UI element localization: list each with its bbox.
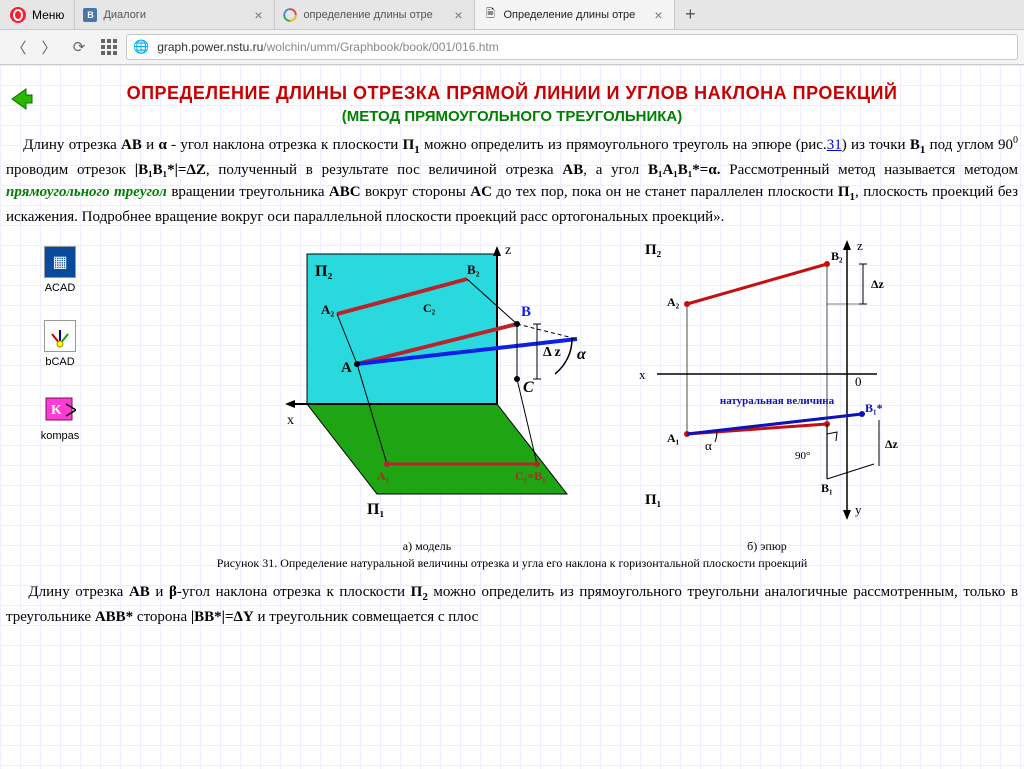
url-host: graph.power.nstu.ru — [157, 40, 263, 54]
svg-text:y: y — [855, 502, 862, 517]
tab-title: определение длины отре — [303, 9, 450, 21]
svg-text:Δz: Δz — [871, 277, 885, 291]
menu-button[interactable]: Меню — [0, 0, 75, 29]
svg-text:0: 0 — [855, 374, 862, 389]
svg-text:α: α — [705, 438, 712, 453]
svg-text:C₂: C₂ — [423, 301, 436, 315]
caption-a: а) модель — [237, 539, 617, 554]
app-links-column: ▦ ACAD bCAD K kompas — [0, 234, 120, 554]
tab-page-active[interactable]: 🗎 Определение длины отре × — [475, 0, 675, 29]
svg-text:C₁=B₁: C₁=B₁ — [515, 469, 546, 483]
svg-text:B₂: B₂ — [831, 249, 843, 263]
svg-text:A₂: A₂ — [667, 295, 680, 309]
svg-text:B₂: B₂ — [467, 262, 480, 277]
diagrams: z x — [120, 234, 1024, 554]
paragraph-1: Длину отрезка AB и α - угол наклона отре… — [0, 133, 1024, 228]
speed-dial-button[interactable] — [96, 34, 122, 60]
page-subtitle: (МЕТОД ПРЯМОУГОЛЬНОГО ТРЕУГОЛЬНИКА) — [0, 108, 1024, 125]
svg-text:П₂: П₂ — [645, 242, 662, 258]
svg-text:A₂: A₂ — [321, 302, 334, 317]
toolbar: 〈 〉 ⟳ 🌐 graph.power.nstu.ru/wolchin/umm/… — [0, 30, 1024, 64]
svg-text:z: z — [505, 243, 511, 258]
svg-text:K: K — [51, 403, 62, 418]
page-content: ОПРЕДЕЛЕНИЕ ДЛИНЫ ОТРЕЗКА ПРЯМОЙ ЛИНИИ И… — [0, 65, 1024, 769]
close-icon[interactable]: × — [450, 7, 466, 23]
figure-area: ▦ ACAD bCAD K kompas — [0, 234, 1024, 554]
app-kompas[interactable]: K kompas — [41, 394, 80, 442]
svg-text:B₁: B₁ — [821, 481, 833, 495]
svg-text:B: B — [521, 304, 531, 320]
url-path: /wolchin/umm/Graphbook/book/001/016.htm — [263, 40, 498, 54]
fig-link-31[interactable]: 31 — [827, 137, 842, 153]
tab-title: Определение длины отре — [503, 9, 650, 21]
reload-button[interactable]: ⟳ — [66, 34, 92, 60]
svg-text:A₁: A₁ — [377, 469, 390, 483]
bcad-icon — [44, 320, 76, 352]
menu-label: Меню — [32, 8, 64, 22]
app-bcad[interactable]: bCAD — [44, 320, 76, 368]
figure-caption: Рисунок 31. Определение натуральной вели… — [0, 556, 1024, 571]
svg-text:П₂: П₂ — [315, 263, 332, 280]
tab-title: Диалоги — [103, 9, 250, 21]
svg-text:α: α — [577, 346, 587, 363]
figure-model: z x — [237, 234, 617, 554]
svg-text:C: C — [523, 379, 534, 396]
svg-text:A₁: A₁ — [667, 431, 680, 445]
close-icon[interactable]: × — [650, 7, 666, 23]
kompas-icon: K — [44, 394, 76, 426]
svg-text:П₁: П₁ — [645, 492, 661, 508]
forward-button[interactable]: 〉 — [36, 34, 62, 60]
svg-text:П₁: П₁ — [367, 501, 384, 518]
tab-google[interactable]: определение длины отре × — [275, 0, 475, 29]
tab-dialogs[interactable]: B Диалоги × — [75, 0, 275, 29]
new-tab-button[interactable]: + — [675, 0, 705, 30]
opera-icon — [10, 7, 26, 23]
browser-chrome: Меню B Диалоги × определение длины отре … — [0, 0, 1024, 65]
address-bar[interactable]: 🌐 graph.power.nstu.ru/wolchin/umm/Graphb… — [126, 34, 1018, 60]
globe-icon: 🌐 — [133, 39, 149, 55]
svg-text:Δ z: Δ z — [543, 345, 561, 360]
svg-text:90°: 90° — [795, 450, 810, 462]
tab-bar: Меню B Диалоги × определение длины отре … — [0, 0, 1024, 30]
svg-text:натуральная величина: натуральная величина — [720, 395, 835, 407]
svg-text:x: x — [639, 367, 646, 382]
svg-text:A: A — [341, 360, 352, 376]
app-acad[interactable]: ▦ ACAD — [44, 246, 76, 294]
google-icon — [283, 8, 297, 22]
svg-text:z: z — [857, 238, 863, 253]
acad-icon: ▦ — [44, 246, 76, 278]
back-arrow-icon[interactable] — [6, 85, 34, 113]
close-icon[interactable]: × — [250, 7, 266, 23]
paragraph-2: Длину отрезка AB и β-угол наклона отрезк… — [0, 581, 1024, 628]
vk-icon: B — [83, 8, 97, 22]
svg-text:x: x — [287, 413, 294, 428]
caption-b: б) эпюр — [627, 539, 907, 554]
page-title: ОПРЕДЕЛЕНИЕ ДЛИНЫ ОТРЕЗКА ПРЯМОЙ ЛИНИИ И… — [0, 65, 1024, 104]
svg-text:Δz: Δz — [885, 437, 899, 451]
back-button[interactable]: 〈 — [6, 34, 32, 60]
page-icon: 🗎 — [483, 8, 497, 22]
svg-text:B₁*: B₁* — [865, 401, 883, 415]
figure-epure: x z y 0 П₂ П₁ A₂ B₂ — [627, 234, 907, 554]
